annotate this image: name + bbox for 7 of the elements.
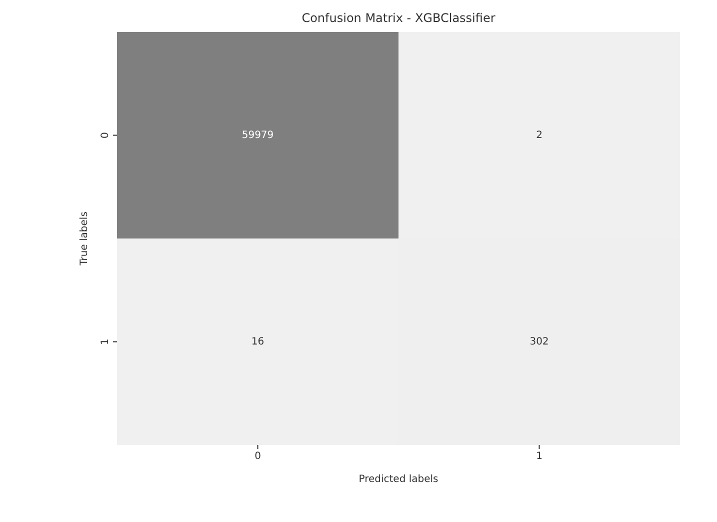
chart-title: Confusion Matrix - XGBClassifier [302,11,496,25]
x-axis-title: Predicted labels [358,474,438,485]
data-label: 2 [536,130,542,141]
data-label: 302 [530,336,549,348]
y-axis-title: True labels [79,212,90,266]
data-label: 16 [251,336,264,348]
data-label: 59979 [242,130,274,141]
